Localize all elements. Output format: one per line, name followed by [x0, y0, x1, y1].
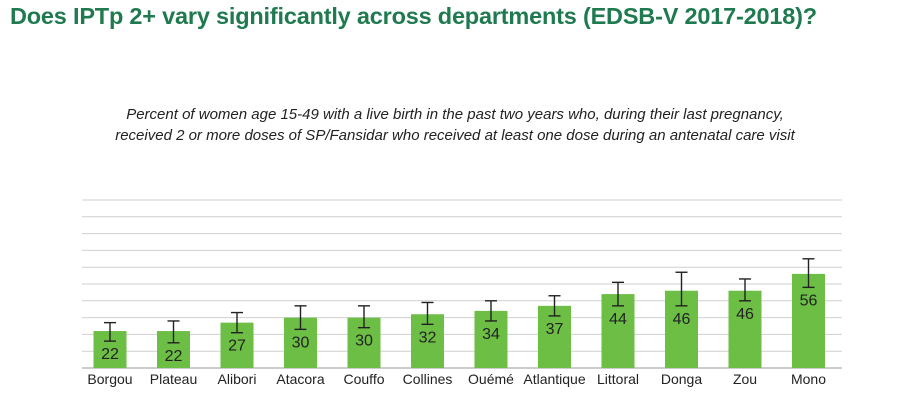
- x-tick-label: Borgou: [87, 371, 132, 387]
- x-tick-label: Ouémé: [468, 371, 514, 387]
- x-tick-label: Collines: [403, 371, 453, 387]
- x-tick-label: Littoral: [597, 371, 639, 387]
- error-bar: [485, 300, 497, 322]
- error-bar: [167, 320, 180, 344]
- error-bar: [104, 321, 116, 342]
- data-label: 37: [546, 321, 564, 338]
- x-tick-label: Donga: [661, 371, 702, 387]
- error-bars: [104, 258, 815, 344]
- data-label: 46: [736, 306, 754, 323]
- data-label: 44: [609, 311, 627, 328]
- page-title: Does IPTp 2+ vary significantly across d…: [10, 3, 817, 29]
- error-bar: [675, 271, 688, 307]
- x-tick-label: Alibori: [218, 371, 257, 387]
- data-label: 30: [355, 333, 373, 350]
- x-tick-label: Zou: [733, 371, 757, 387]
- subtitle-line-2: received 2 or more doses of SP/Fansidar …: [115, 127, 795, 144]
- x-axis-ticks: Borgou Plateau Alibori Atacora Couffo Colline…: [87, 371, 826, 387]
- data-label: 34: [482, 326, 500, 343]
- gridlines: [82, 199, 842, 369]
- data-label: 32: [419, 329, 437, 346]
- error-bar: [294, 305, 307, 331]
- bar: [792, 273, 825, 368]
- chart-subtitle: Percent of women age 15-49 with a live b…: [60, 104, 850, 146]
- x-tick-label: Plateau: [150, 371, 197, 387]
- error-bar: [739, 278, 751, 302]
- x-tick-label: Mono: [791, 371, 826, 387]
- error-bar: [231, 311, 243, 334]
- data-labels: 22 22 27 30 30 32 34 37 44 46 46 56: [101, 292, 817, 364]
- x-tick-label: Atacora: [276, 371, 324, 387]
- subtitle-line-1: Percent of women age 15-49 with a live b…: [126, 106, 784, 123]
- data-label: 46: [673, 311, 691, 328]
- data-label: 30: [292, 334, 310, 351]
- bar: [728, 290, 762, 368]
- error-bar: [802, 258, 815, 289]
- error-bar: [548, 295, 561, 317]
- error-bar: [358, 305, 370, 329]
- x-tick-label: Couffo: [344, 371, 385, 387]
- error-bar: [612, 281, 624, 307]
- data-label: 56: [800, 292, 818, 309]
- bars: [93, 273, 825, 368]
- data-label: 22: [101, 346, 119, 363]
- data-label: 22: [165, 348, 183, 365]
- error-bar: [421, 301, 434, 326]
- x-tick-label: Atlantique: [523, 371, 585, 387]
- data-label: 27: [228, 338, 246, 355]
